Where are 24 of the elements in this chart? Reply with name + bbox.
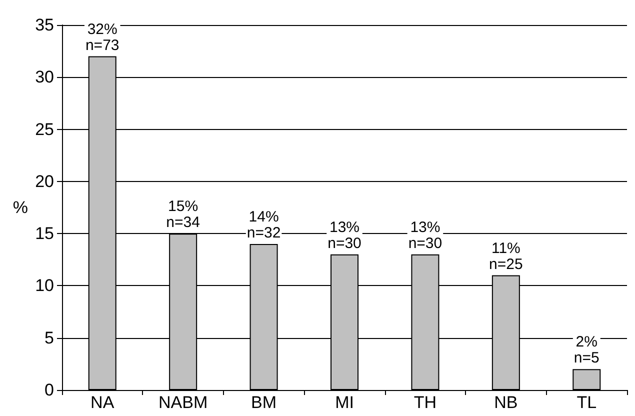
data-label: 32% n=73	[85, 20, 120, 54]
y-tick-label: 35	[35, 16, 54, 34]
y-tick-label: 25	[35, 120, 54, 139]
x-tick-label: BM	[251, 393, 277, 412]
data-label: 11% n=25	[489, 240, 523, 273]
y-tick-label: 15	[35, 224, 54, 244]
data-label: 15% n=34	[166, 198, 200, 232]
x-tick-label: NB	[494, 393, 518, 412]
y-tick-label: 20	[35, 172, 54, 191]
x-tick-label: NABM	[158, 393, 208, 412]
y-axis-title: %	[12, 198, 28, 217]
y-tick-label: 5	[44, 328, 54, 348]
x-tick-label: TH	[414, 393, 437, 412]
data-label: 13% n=30	[408, 218, 442, 252]
y-tick-label: 30	[35, 68, 54, 87]
x-tick-label: TL	[576, 393, 597, 412]
x-tick-label: NA	[90, 393, 115, 412]
y-tick-label: 10	[35, 276, 54, 296]
bar	[572, 369, 601, 390]
data-label: 2% n=5	[574, 334, 600, 367]
x-tick-label: MI	[335, 393, 354, 412]
data-label: 13% n=30	[328, 218, 362, 252]
y-tick-label: 0	[44, 380, 54, 400]
data-label: 14% n=32	[246, 208, 281, 242]
